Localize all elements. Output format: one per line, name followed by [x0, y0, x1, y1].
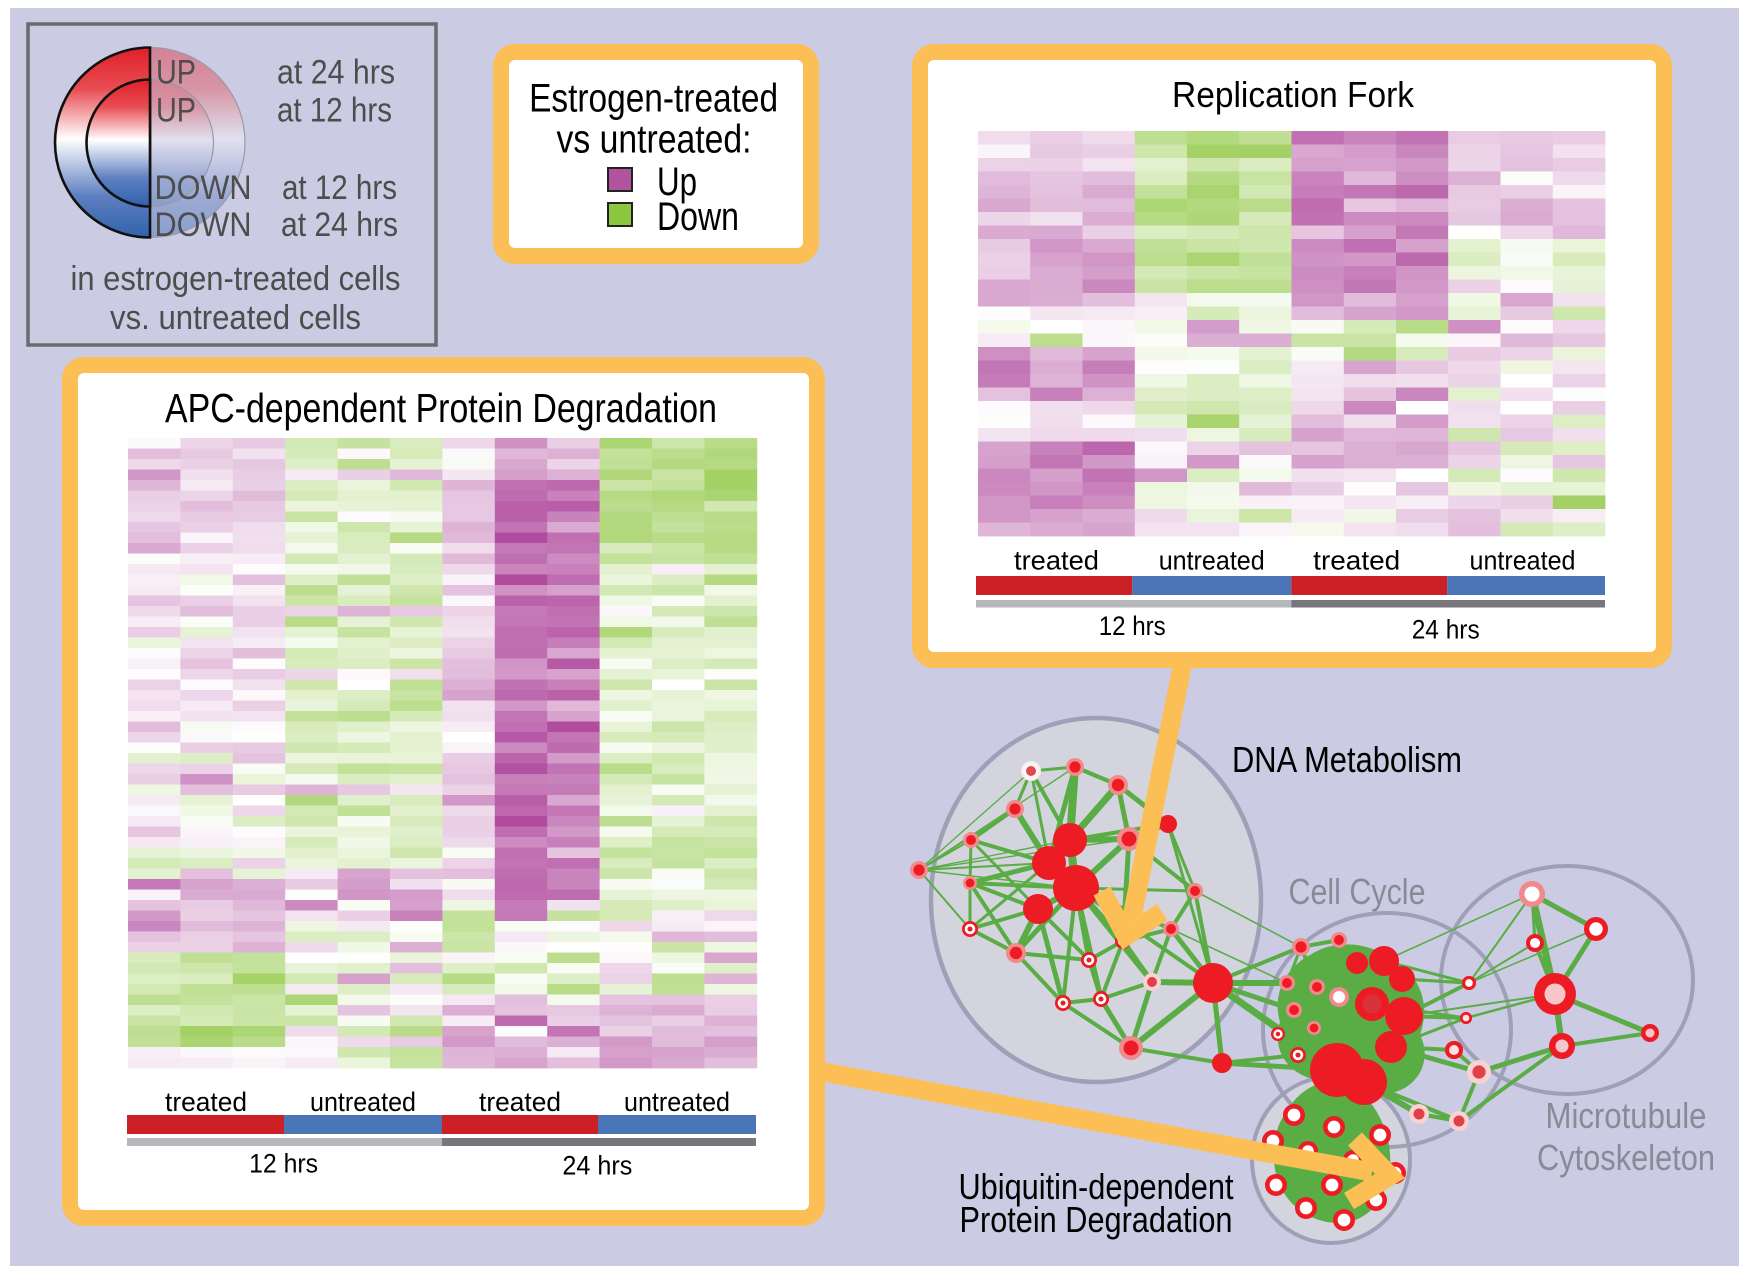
svg-text:at 12 hrs: at 12 hrs [282, 169, 397, 207]
svg-text:treated: treated [165, 1087, 247, 1117]
svg-text:treated: treated [1313, 546, 1400, 576]
svg-text:UP: UP [156, 54, 196, 92]
svg-text:UP: UP [156, 92, 196, 130]
svg-text:treated: treated [479, 1087, 561, 1117]
svg-text:Down: Down [657, 195, 739, 239]
svg-text:Protein Degradation: Protein Degradation [960, 1199, 1233, 1240]
svg-text:untreated: untreated [310, 1087, 416, 1117]
svg-text:12 hrs: 12 hrs [1099, 611, 1166, 641]
svg-text:at 12 hrs: at 12 hrs [277, 92, 392, 130]
svg-text:12 hrs: 12 hrs [249, 1149, 318, 1179]
svg-text:vs untreated:: vs untreated: [557, 117, 752, 161]
svg-text:Microtubule: Microtubule [1546, 1095, 1707, 1136]
svg-text:Cell Cycle: Cell Cycle [1289, 871, 1426, 912]
svg-text:DOWN: DOWN [155, 206, 252, 244]
svg-text:at 24 hrs: at 24 hrs [281, 206, 398, 244]
svg-text:APC-dependent Protein Degradat: APC-dependent Protein Degradation [165, 385, 717, 431]
svg-text:treated: treated [1014, 546, 1099, 576]
svg-text:untreated: untreated [624, 1087, 730, 1117]
svg-text:DOWN: DOWN [155, 169, 252, 207]
svg-text:Replication Fork: Replication Fork [1172, 74, 1415, 115]
svg-text:Estrogen-treated: Estrogen-treated [529, 77, 778, 121]
svg-text:untreated: untreated [1159, 546, 1265, 576]
svg-text:Ubiquitin-dependent: Ubiquitin-dependent [959, 1166, 1234, 1207]
svg-text:Cytoskeleton: Cytoskeleton [1537, 1137, 1715, 1178]
svg-text:in estrogen-treated cells: in estrogen-treated cells [71, 260, 401, 298]
svg-text:at 24 hrs: at 24 hrs [277, 54, 395, 92]
svg-text:DNA Metabolism: DNA Metabolism [1232, 739, 1462, 780]
svg-text:24 hrs: 24 hrs [562, 1150, 632, 1180]
svg-text:untreated: untreated [1470, 546, 1576, 576]
svg-text:vs. untreated cells: vs. untreated cells [110, 299, 361, 337]
svg-text:Up: Up [657, 160, 697, 204]
svg-text:24 hrs: 24 hrs [1412, 615, 1480, 645]
